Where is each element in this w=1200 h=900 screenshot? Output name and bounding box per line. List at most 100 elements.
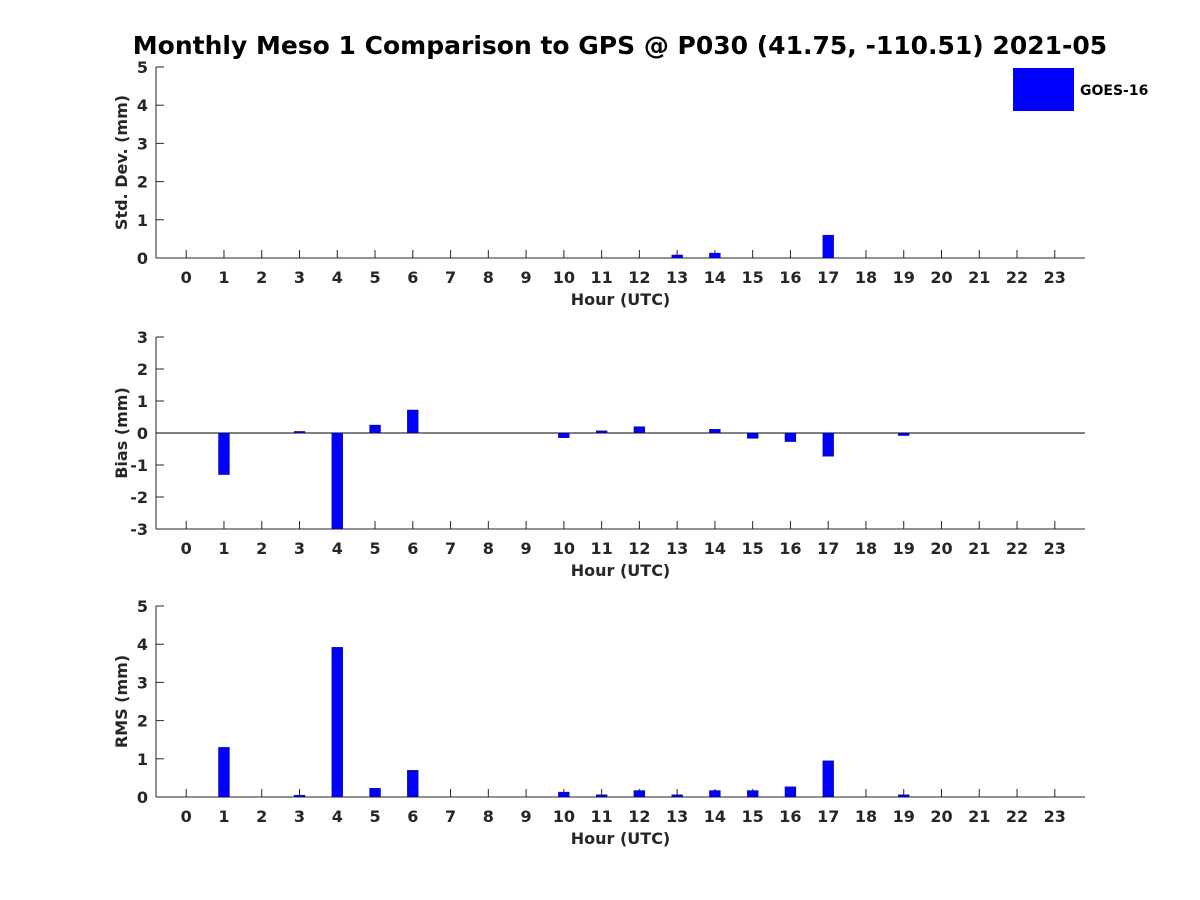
x-tick-label: 0	[181, 539, 192, 558]
x-tick-label: 4	[332, 807, 343, 826]
bar	[709, 252, 721, 259]
x-tick-label: 10	[553, 539, 575, 558]
x-tick-label: 13	[666, 268, 688, 287]
bar	[369, 424, 381, 434]
x-axis-label: Hour (UTC)	[571, 290, 671, 309]
bar	[595, 794, 608, 798]
bar	[595, 430, 608, 434]
x-tick-label: 11	[590, 807, 612, 826]
x-tick-label: 14	[704, 268, 726, 287]
bar	[898, 432, 910, 436]
y-tick-label: 0	[137, 424, 148, 443]
x-tick-label: 8	[483, 539, 494, 558]
bar	[747, 790, 759, 798]
x-tick-label: 15	[742, 539, 764, 558]
x-tick-label: 20	[930, 807, 952, 826]
x-tick-label: 13	[666, 807, 688, 826]
x-tick-label: 5	[369, 807, 380, 826]
bar	[633, 426, 646, 434]
x-tick-label: 7	[445, 807, 456, 826]
x-tick-label: 16	[779, 268, 801, 287]
x-tick-label: 1	[218, 268, 229, 287]
x-axis-label: Hour (UTC)	[571, 829, 671, 848]
y-tick-label: 2	[137, 173, 148, 192]
y-axis-label: Std. Dev. (mm)	[112, 95, 131, 230]
x-tick-label: 21	[968, 807, 990, 826]
y-tick-label: -3	[130, 520, 148, 539]
x-tick-label: 11	[590, 539, 612, 558]
bar	[784, 786, 797, 798]
x-tick-label: 21	[968, 539, 990, 558]
bar	[822, 432, 834, 457]
bar	[558, 432, 570, 438]
x-tick-label: 18	[855, 807, 877, 826]
x-axis-label: Hour (UTC)	[571, 561, 671, 580]
bar	[898, 794, 910, 798]
x-tick-label: 2	[256, 268, 267, 287]
x-tick-label: 6	[407, 807, 418, 826]
bar	[709, 790, 721, 798]
y-axis-label: RMS (mm)	[112, 655, 131, 748]
x-tick-label: 10	[553, 268, 575, 287]
bar	[331, 432, 343, 530]
legend: GOES-16	[1013, 68, 1148, 111]
x-tick-label: 7	[445, 268, 456, 287]
y-tick-label: 4	[137, 96, 148, 115]
bar	[407, 409, 419, 434]
x-tick-label: 19	[893, 539, 915, 558]
bar	[671, 254, 683, 259]
x-tick-label: 2	[256, 807, 267, 826]
x-tick-label: 9	[521, 807, 532, 826]
x-tick-label: 9	[521, 539, 532, 558]
x-tick-label: 22	[1006, 268, 1028, 287]
x-tick-label: 17	[817, 539, 839, 558]
bar	[218, 432, 230, 475]
bar	[369, 788, 381, 798]
y-tick-label: 3	[137, 328, 148, 347]
x-tick-label: 22	[1006, 807, 1028, 826]
y-tick-label: 0	[137, 788, 148, 807]
bar	[558, 791, 570, 798]
bar	[293, 794, 306, 798]
bar	[747, 432, 759, 439]
x-tick-label: 22	[1006, 539, 1028, 558]
bar	[784, 432, 797, 442]
x-tick-label: 23	[1044, 268, 1066, 287]
x-tick-label: 5	[369, 539, 380, 558]
x-tick-label: 5	[369, 268, 380, 287]
x-tick-label: 8	[483, 268, 494, 287]
legend-label: GOES-16	[1080, 83, 1148, 99]
x-tick-label: 16	[779, 539, 801, 558]
x-tick-label: 23	[1044, 539, 1066, 558]
y-tick-label: 5	[137, 58, 148, 77]
x-tick-label: 2	[256, 539, 267, 558]
x-tick-label: 10	[553, 807, 575, 826]
bar	[331, 647, 343, 798]
x-tick-label: 19	[893, 268, 915, 287]
x-tick-label: 21	[968, 268, 990, 287]
x-tick-label: 3	[294, 268, 305, 287]
x-tick-label: 15	[742, 268, 764, 287]
x-tick-label: 0	[181, 807, 192, 826]
legend-swatch	[1013, 68, 1074, 111]
y-tick-label: -1	[130, 456, 148, 475]
x-tick-label: 7	[445, 539, 456, 558]
y-tick-label: 1	[137, 750, 148, 769]
y-tick-label: 0	[137, 249, 148, 268]
y-tick-label: 2	[137, 712, 148, 731]
x-tick-label: 15	[742, 807, 764, 826]
x-tick-label: 16	[779, 807, 801, 826]
bar	[822, 234, 834, 259]
y-tick-label: 3	[137, 134, 148, 153]
x-tick-label: 19	[893, 807, 915, 826]
bar	[822, 760, 834, 798]
x-tick-label: 4	[332, 268, 343, 287]
y-tick-label: 2	[137, 360, 148, 379]
x-tick-label: 3	[294, 539, 305, 558]
x-tick-label: 13	[666, 539, 688, 558]
x-tick-label: 17	[817, 268, 839, 287]
x-tick-label: 1	[218, 539, 229, 558]
x-tick-label: 12	[628, 539, 650, 558]
